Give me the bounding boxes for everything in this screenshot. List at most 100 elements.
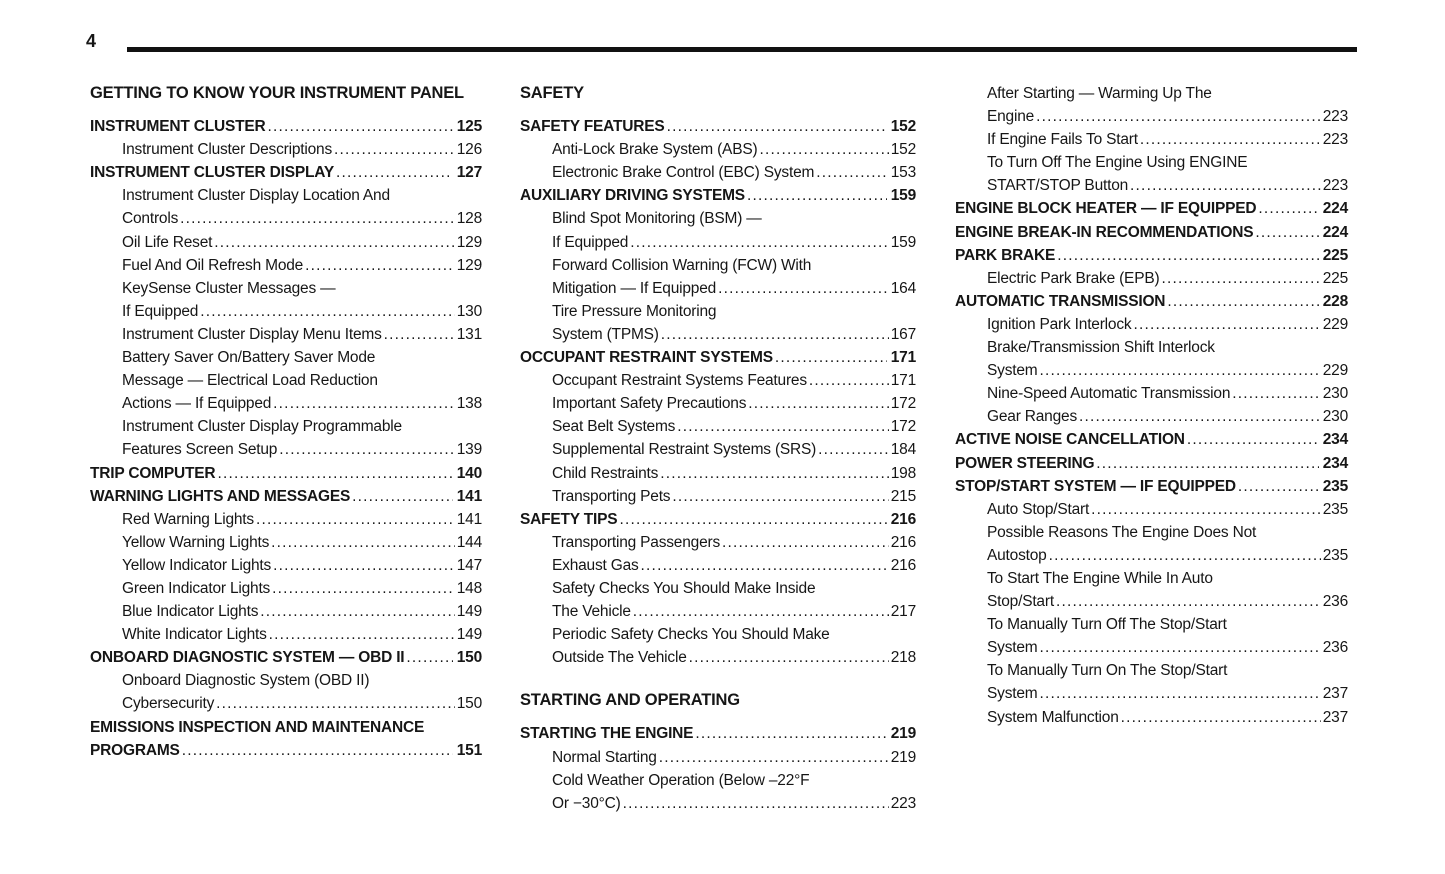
toc-entry-label: Engine <box>987 108 1035 126</box>
toc-entry: STARTING THE ENGINE 219 <box>520 722 916 745</box>
toc-entry-label: Features Screen Setup <box>122 441 278 459</box>
toc-entry-label: EMISSIONS INSPECTION AND MAINTENANCE <box>90 718 425 736</box>
toc-entry-label: Normal Starting <box>552 748 657 766</box>
toc-entry: Forward Collision Warning (FCW) With Miti… <box>520 254 916 300</box>
toc-entry-label: If Engine Fails To Start <box>987 131 1138 149</box>
toc-entry-label: Message — Electrical Load Reduction <box>122 372 378 390</box>
toc-entry-label: POWER STEERING <box>955 454 1095 472</box>
dot-leader <box>660 462 889 485</box>
toc-entry: Blind Spot Monitoring (BSM) — If Equipped… <box>520 207 916 253</box>
toc-entry-line: WARNING LIGHTS AND MESSAGES 141 <box>90 485 482 508</box>
toc-entry-label: To Start The Engine While In Auto <box>987 569 1213 587</box>
dot-leader <box>630 231 889 254</box>
page-ref: 216 <box>890 533 916 551</box>
dot-leader <box>180 207 455 230</box>
page-ref: 125 <box>456 118 482 136</box>
toc-entry-line: Important Safety Precautions 172 <box>520 392 916 415</box>
dot-leader <box>1049 544 1321 567</box>
toc-entry: Gear Ranges 230 <box>955 405 1348 428</box>
toc-entry: Occupant Restraint Systems Features 171 <box>520 369 916 392</box>
toc-entry-line: START/STOP Button 223 <box>955 174 1348 197</box>
dot-leader <box>334 138 455 161</box>
toc-entry: Exhaust Gas 216 <box>520 554 916 577</box>
toc-entry-label: SAFETY TIPS <box>520 510 618 528</box>
toc-entry-line: ENGINE BLOCK HEATER — IF EQUIPPED 224 <box>955 197 1348 220</box>
toc-entry: WARNING LIGHTS AND MESSAGES 141 <box>90 485 482 508</box>
toc-entry: KeySense Cluster Messages — If Equipped 13… <box>90 277 482 323</box>
toc-column-right: After Starting — Warming Up The Engine 223… <box>955 82 1348 729</box>
toc-entry-label: AUTOMATIC TRANSMISSION <box>955 292 1166 310</box>
section-heading: STARTING AND OPERATING <box>520 691 740 710</box>
page-ref: 229 <box>1322 315 1348 333</box>
toc-entry-label: Safety Checks You Should Make Inside <box>552 579 816 597</box>
toc-entry: AUTOMATIC TRANSMISSION 228 <box>955 290 1348 313</box>
toc-entry-line: AUTOMATIC TRANSMISSION 228 <box>955 290 1348 313</box>
toc-entry-line: Normal Starting 219 <box>520 746 916 769</box>
toc-entry: Yellow Indicator Lights 147 <box>90 554 482 577</box>
toc-entry-label: Electronic Brake Control (EBC) System <box>552 164 815 182</box>
dot-leader <box>214 231 454 254</box>
toc-entry-label: Transporting Passengers <box>552 533 720 551</box>
toc-entry-label: INSTRUMENT CLUSTER DISPLAY <box>90 164 334 182</box>
dot-leader <box>1079 405 1321 428</box>
page-ref: 219 <box>890 725 916 743</box>
page-ref: 152 <box>890 118 916 136</box>
dot-leader <box>1232 382 1320 405</box>
toc-entry-line: To Turn Off The Engine Using ENGINE <box>955 151 1348 174</box>
toc-entry-line: Auto Stop/Start 235 <box>955 498 1348 521</box>
dot-leader <box>661 323 889 346</box>
toc-entry-label: START/STOP Button <box>987 177 1129 195</box>
toc-entry-line: Electric Park Brake (EPB) 225 <box>955 267 1348 290</box>
page-ref: 237 <box>1322 708 1348 726</box>
toc-entry-label: Battery Saver On/Battery Saver Mode <box>122 349 376 367</box>
toc-entry: Transporting Pets 215 <box>520 485 916 508</box>
toc-entry-line: System 236 <box>955 636 1348 659</box>
toc-entry-label: STOP/START SYSTEM — IF EQUIPPED <box>955 477 1236 495</box>
dot-leader <box>352 485 453 508</box>
toc-entry-line: Tire Pressure Monitoring <box>520 300 916 323</box>
page-ref: 215 <box>890 487 916 505</box>
toc-entry: Periodic Safety Checks You Should Make Ou… <box>520 623 916 669</box>
toc-entry-line: Mitigation — If Equipped 164 <box>520 277 916 300</box>
toc-entry-label: WARNING LIGHTS AND MESSAGES <box>90 487 351 505</box>
dot-leader <box>1167 290 1318 313</box>
toc-entry-line: System 229 <box>955 359 1348 382</box>
toc-entry-line: Electronic Brake Control (EBC) System 153 <box>520 161 916 184</box>
dot-leader <box>809 369 889 392</box>
page-ref: 224 <box>1322 200 1348 218</box>
page-ref: 147 <box>456 556 482 574</box>
toc-entry-line: Cold Weather Operation (Below –22°F <box>520 769 916 792</box>
toc-entry-line: Green Indicator Lights 148 <box>90 577 482 600</box>
toc-entry: STOP/START SYSTEM — IF EQUIPPED 235 <box>955 475 1348 498</box>
toc-entry-line: KeySense Cluster Messages — <box>90 277 482 300</box>
dot-leader <box>667 115 887 138</box>
toc-entry: ENGINE BLOCK HEATER — IF EQUIPPED 224 <box>955 197 1348 220</box>
toc-entry-line: Oil Life Reset 129 <box>90 231 482 254</box>
toc-entry-line: SAFETY FEATURES 152 <box>520 115 916 138</box>
toc-entry: If Engine Fails To Start 223 <box>955 128 1348 151</box>
dot-leader <box>722 531 889 554</box>
page-ref: 198 <box>890 464 916 482</box>
toc-entry-label: Autostop <box>987 546 1047 564</box>
page-ref: 228 <box>1322 292 1348 310</box>
toc-entry-label: Child Restraints <box>552 464 659 482</box>
toc-entry: Instrument Cluster Descriptions 126 <box>90 138 482 161</box>
toc-entry: ONBOARD DIAGNOSTIC SYSTEM — OBD II 150 <box>90 646 482 669</box>
page-ref: 172 <box>890 418 916 436</box>
page-ref: 225 <box>1322 269 1348 287</box>
dot-leader <box>1039 359 1320 382</box>
dot-leader <box>1121 706 1321 729</box>
toc-entry-line: Instrument Cluster Display Location And <box>90 184 482 207</box>
toc-entry-line: Exhaust Gas 216 <box>520 554 916 577</box>
dot-leader <box>759 138 888 161</box>
toc-entry-line: Autostop 235 <box>955 544 1348 567</box>
toc-entry-label: Red Warning Lights <box>122 510 254 528</box>
dot-leader <box>260 600 454 623</box>
toc-entry: Onboard Diagnostic System (OBD II) Cybers… <box>90 669 482 715</box>
toc-entry-label: Yellow Indicator Lights <box>122 556 272 574</box>
toc-entry-line: White Indicator Lights 149 <box>90 623 482 646</box>
toc-entry-label: System (TPMS) <box>552 325 659 343</box>
toc-entry: Blue Indicator Lights 149 <box>90 600 482 623</box>
page-ref: 149 <box>456 626 482 644</box>
toc-entry-line: STOP/START SYSTEM — IF EQUIPPED 235 <box>955 475 1348 498</box>
